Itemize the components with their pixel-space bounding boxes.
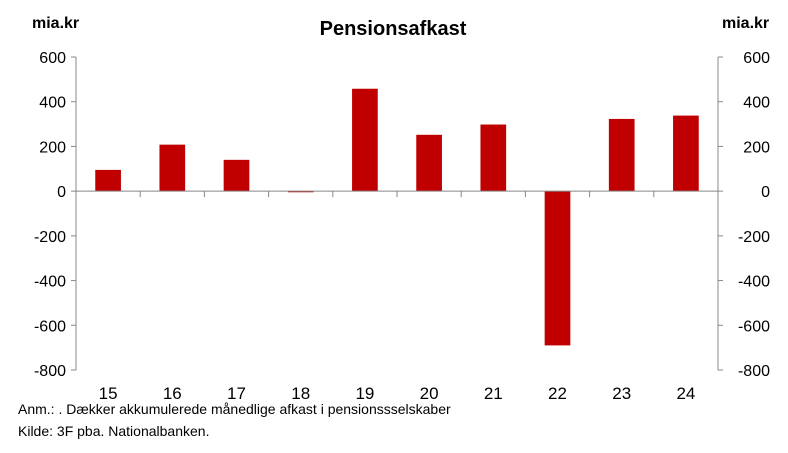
category-label: 20 (420, 384, 439, 403)
right-y-axis-ticks: 600 400 200 0 -200 -400 -600 -800 (718, 50, 770, 380)
left-tick-label: 600 (39, 50, 66, 67)
bar-24 (673, 115, 699, 192)
right-tick-label: -400 (738, 274, 770, 291)
bar-18 (287, 191, 314, 193)
bar-23 (608, 118, 635, 192)
right-tick-label: -200 (738, 229, 770, 246)
left-tick-label: -400 (34, 274, 66, 291)
right-axis-unit-label: mia.kr (722, 15, 769, 32)
source-note: Kilde: 3F pba. Nationalbanken. (18, 423, 210, 439)
right-tick-label: 600 (743, 50, 770, 67)
category-label: 15 (99, 384, 118, 403)
bar-22 (544, 191, 571, 346)
x-axis-tick-marks (139, 191, 655, 198)
right-tick-label: 200 (743, 139, 770, 156)
left-tick-label: -200 (34, 229, 66, 246)
bar-20 (416, 134, 442, 192)
left-tick-label: -800 (34, 363, 66, 380)
bar-19 (352, 88, 378, 192)
category-label: 18 (291, 384, 310, 403)
bar-21 (480, 124, 507, 192)
category-label: 16 (163, 384, 182, 403)
annotation-note: Anm.: . Dækker akkumulerede månedlige af… (18, 401, 451, 417)
category-label: 23 (612, 384, 631, 403)
category-label: 21 (484, 384, 503, 403)
left-tick-label: -600 (34, 318, 66, 335)
category-label: 24 (676, 384, 695, 403)
right-tick-label: -600 (738, 318, 770, 335)
category-label: 19 (355, 384, 374, 403)
right-tick-label: 400 (743, 95, 770, 112)
x-axis-labels: 15 16 17 18 19 20 21 22 23 24 (99, 384, 696, 403)
bar-15 (95, 169, 121, 192)
category-label: 17 (227, 384, 246, 403)
bar-16 (159, 144, 186, 192)
left-y-axis-ticks: 600 400 200 0 -200 -400 -600 -800 (34, 50, 76, 380)
left-tick-label: 200 (39, 139, 66, 156)
left-axis-unit-label: mia.kr (32, 15, 79, 32)
left-tick-label: 400 (39, 95, 66, 112)
left-tick-label: 0 (57, 184, 66, 201)
bar-17 (223, 159, 250, 192)
right-tick-label: 0 (761, 184, 770, 201)
bars (95, 88, 699, 346)
chart-title: Pensionsafkast (320, 18, 467, 40)
category-label: 22 (548, 384, 567, 403)
right-tick-label: -800 (738, 363, 770, 380)
